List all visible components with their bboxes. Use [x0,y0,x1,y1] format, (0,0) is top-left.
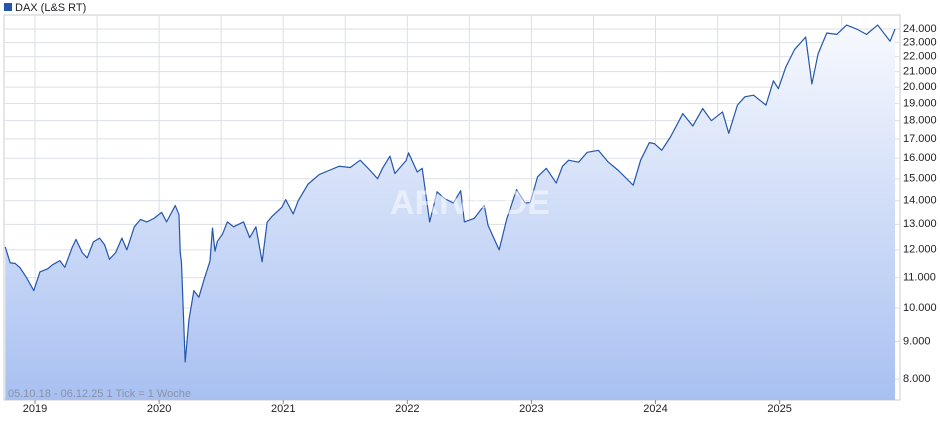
annotation: 05.10.18 - 06.12.25 1 Tick = 1 Woche [8,388,191,400]
x-tick-label: 2021 [271,403,295,415]
y-tick-label: 12.000 [903,244,937,256]
y-tick-label: 16.000 [903,152,937,164]
y-tick-label: 13.000 [903,218,937,230]
y-tick-label: 18.000 [903,115,937,127]
y-tick-label: 17.000 [903,133,937,145]
axes: 8.000 9.000 10.000 11.000 12.000 13.000 14.000… [23,23,937,415]
legend-label: DAX (L&S RT) [15,2,86,14]
area [5,25,896,400]
watermark: ARIVA.DE [390,184,550,222]
x-tick-label: 2020 [147,403,171,415]
x-tick-label: 2019 [23,403,47,415]
x-tick-label: 2022 [395,403,419,415]
legend-swatch [4,3,12,11]
y-tick-label: 10.000 [903,302,937,314]
y-tick-label: 15.000 [903,173,937,185]
y-tick-label: 22.000 [903,51,937,63]
y-tick-label: 14.000 [903,195,937,207]
y-tick-label: 8.000 [903,373,931,385]
y-tick-label: 21.000 [903,65,937,77]
y-tick-label: 11.000 [903,271,936,283]
y-tick-label: 19.000 [903,97,937,109]
x-tick-label: 2025 [767,403,791,415]
marks [4,24,896,400]
y-tick-label: 20.000 [903,81,937,93]
y-tick-label: 24.000 [903,23,937,35]
y-tick-label: 23.000 [903,36,937,48]
line [4,24,896,363]
y-tick-label: 9.000 [903,335,931,347]
x-tick-label: 2024 [643,403,667,415]
x-tick-label: 2023 [519,403,543,415]
